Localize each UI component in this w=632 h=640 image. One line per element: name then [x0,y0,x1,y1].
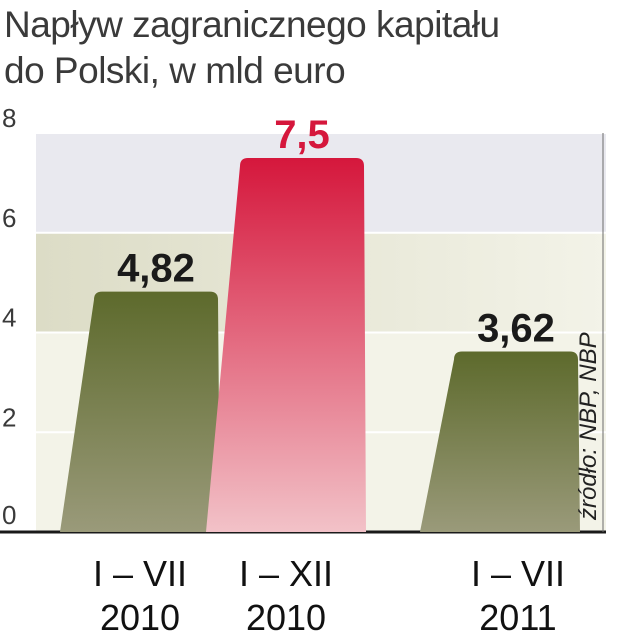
chart-title-line-2: do Polski, w mld euro [4,50,346,91]
x-category-label-line2: 2010 [100,597,180,638]
value-label-2: 7,5 [274,113,330,157]
bar-2 [206,157,366,532]
x-category-label-line1: I – VII [471,553,565,594]
value-label-1: 4,82 [117,247,195,291]
x-category-label-line2: 2010 [246,597,326,638]
y-tick-label: 4 [2,303,16,333]
y-tick-label: 6 [2,203,16,233]
x-category-label-line2: 2011 [479,597,556,638]
bar-3 [420,351,580,532]
chart-title: Napływ zagranicznego kapitału do Polski,… [4,2,500,94]
y-tick-label: 8 [2,103,16,133]
y-tick-label: 0 [2,500,16,530]
source-note: źródło: NBP, NBP [575,332,602,521]
chart-title-line-1: Napływ zagranicznego kapitału [4,4,500,45]
bar-1 [60,291,220,532]
y-tick-label: 2 [2,402,16,432]
x-category-label-line1: I – XII [239,553,333,594]
value-label-3: 3,62 [477,306,555,350]
x-category-label-line1: I – VII [93,553,187,594]
